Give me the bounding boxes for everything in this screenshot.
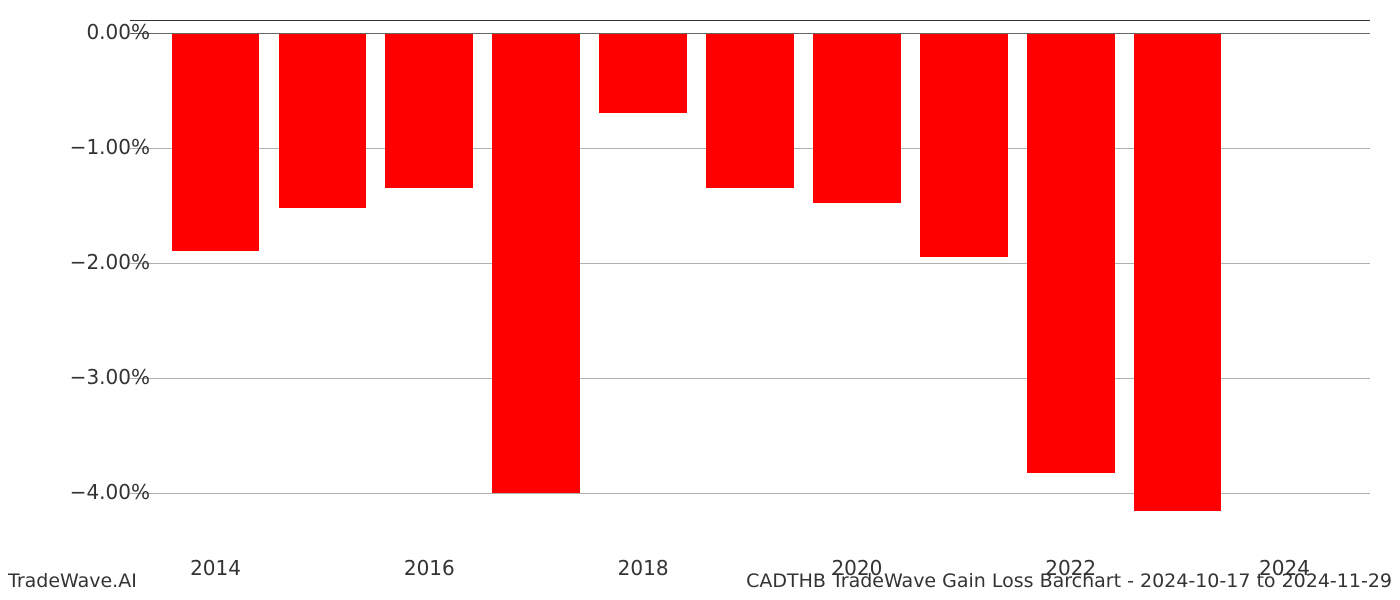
footer-caption: CADTHB TradeWave Gain Loss Barchart - 20… [746,570,1392,592]
x-tick-label: 2018 [618,556,669,580]
footer-brand: TradeWave.AI [8,570,137,592]
bar [920,33,1008,258]
chart-plot-area: 201420162018202020222024 [130,20,1370,550]
plot-surface: 201420162018202020222024 [130,20,1370,550]
bar [492,33,580,494]
zero-line [130,33,1370,34]
bar [706,33,794,189]
bar [385,33,473,189]
x-tick-label: 2016 [404,556,455,580]
bar [1027,33,1115,473]
y-tick-label: −2.00% [40,250,150,274]
bar [599,33,687,114]
bar [172,33,260,252]
bar [1134,33,1222,511]
x-tick-label: 2014 [190,556,241,580]
y-tick-label: 0.00% [40,20,150,44]
bar [279,33,367,208]
y-tick-label: −3.00% [40,365,150,389]
bar [813,33,901,204]
y-tick-label: −4.00% [40,480,150,504]
y-tick-label: −1.00% [40,135,150,159]
